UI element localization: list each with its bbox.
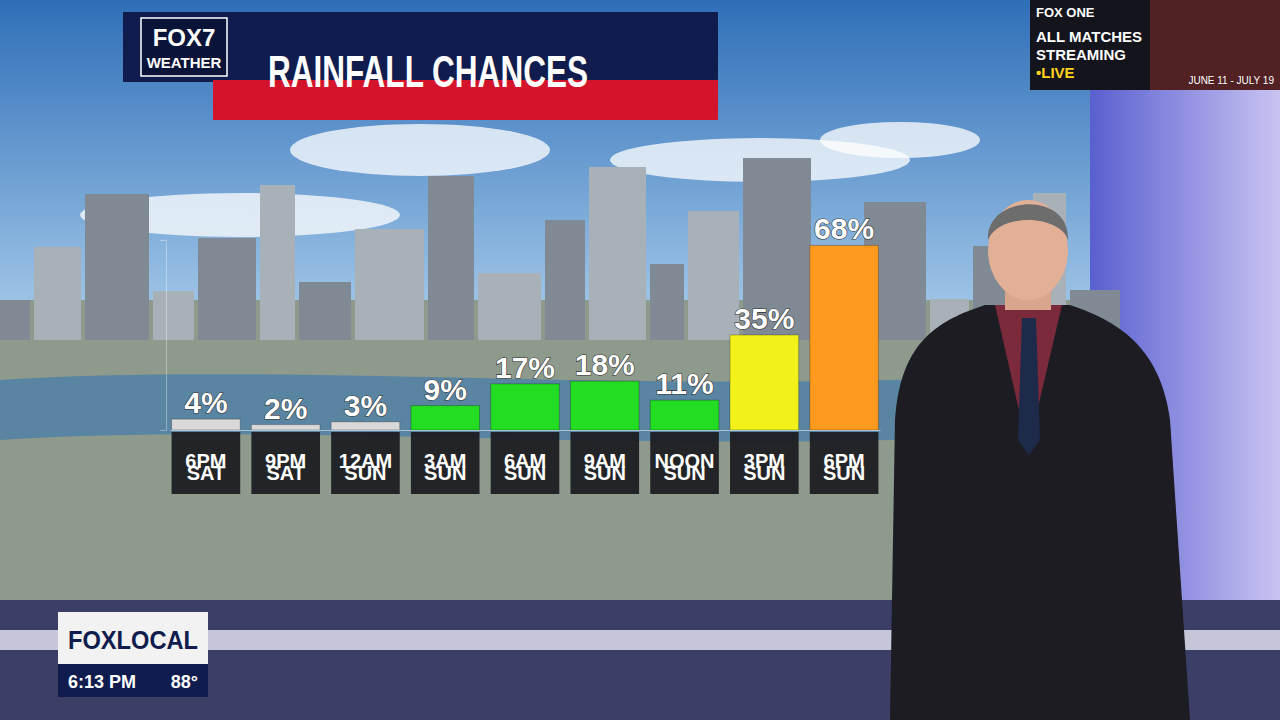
label-box — [570, 432, 639, 494]
label-box — [491, 432, 560, 494]
building — [198, 238, 256, 340]
x-tick-label: 9PMSAT — [265, 450, 306, 484]
x-axis: 6PMSAT 9PMSAT 12AMSUN 3AMSUN 6AMSUN 9AMSUN NOO… — [171, 430, 881, 484]
label-box — [251, 432, 320, 494]
x-tick: 6AMSUN — [504, 430, 546, 484]
promo-brand: FOX ONE — [1036, 5, 1095, 20]
logo-top: FOX7 — [153, 24, 216, 51]
x-tick-label: 6PMSUN — [823, 450, 865, 484]
x-tick-label: NOONSUN — [655, 450, 715, 484]
promo-line2: STREAMING — [1036, 46, 1126, 63]
bar — [730, 335, 799, 430]
x-tick-label: 9AMSUN — [584, 450, 626, 484]
building — [428, 176, 474, 340]
x-tick-label: 6PMSAT — [185, 450, 226, 484]
promo-dates: JUNE 11 - JULY 19 — [1188, 75, 1274, 86]
x-axis-line — [171, 430, 881, 431]
bar — [411, 406, 480, 430]
data-label: 35% — [734, 302, 794, 335]
building — [0, 300, 30, 340]
y-axis — [160, 241, 167, 431]
promo-line1: ALL MATCHES — [1036, 28, 1142, 45]
bug-temperature: 88° — [171, 672, 198, 692]
bug-time: 6:13 PM — [68, 672, 136, 692]
presenter-suit — [890, 305, 1190, 720]
label-boxes — [172, 432, 879, 494]
promo-image — [1150, 0, 1280, 90]
x-tick: NOONSUN — [655, 430, 715, 484]
presenter-tie — [1018, 318, 1040, 455]
building — [260, 185, 295, 340]
x-tick-label: 3AMSUN — [424, 450, 466, 484]
presenter-hair — [988, 204, 1068, 240]
x-tick: 6PMSUN — [823, 430, 865, 484]
x-tick-label: 6AMSUN — [504, 450, 546, 484]
data-label: 18% — [575, 348, 635, 381]
label-box — [650, 432, 719, 494]
data-label: 3% — [344, 389, 387, 422]
promo-box — [1030, 0, 1280, 90]
logo-box — [141, 18, 227, 76]
x-tick: 9PMSAT — [265, 430, 306, 484]
x-tick: 3AMSUN — [424, 430, 466, 484]
label-box — [810, 432, 879, 494]
building — [650, 264, 684, 340]
label-box — [172, 432, 241, 494]
building — [355, 229, 424, 340]
building — [34, 247, 81, 340]
bug-bottom — [58, 664, 208, 697]
cloud — [820, 122, 980, 158]
label-box — [331, 432, 400, 494]
bug-network: FOXLOCAL — [68, 625, 198, 655]
chart-title: RAINFALL CHANCES — [268, 47, 588, 96]
label-box — [411, 432, 480, 494]
bar — [172, 419, 241, 430]
data-labels: 4% 2% 3% 9% 17% 18% 11% 35% 68% — [184, 212, 874, 424]
bar — [570, 381, 639, 430]
bug-top — [58, 612, 208, 664]
canvas: 6PMSAT 9PMSAT 12AMSUN 3AMSUN 6AMSUN 9AMSUN NOO… — [0, 0, 1280, 720]
x-tick: 12AMSUN — [339, 430, 392, 484]
data-label: 2% — [264, 392, 307, 425]
y-axis-line — [160, 241, 167, 431]
data-label: 68% — [814, 212, 874, 245]
logo-bottom: WEATHER — [147, 54, 222, 71]
presenter-head — [988, 200, 1068, 300]
x-tick: 3PMSUN — [743, 430, 785, 484]
promo-live: •LIVE — [1036, 64, 1075, 81]
label-box — [730, 432, 799, 494]
data-label: 4% — [184, 386, 227, 419]
x-tick: 9AMSUN — [584, 430, 626, 484]
bars — [172, 245, 879, 430]
x-tick-label: 12AMSUN — [339, 450, 392, 484]
bar — [251, 425, 320, 430]
x-tick: 6PMSAT — [185, 430, 226, 484]
bar — [810, 245, 879, 430]
data-label: 11% — [655, 367, 713, 400]
data-label: 17% — [495, 351, 555, 384]
building — [688, 211, 739, 340]
building — [545, 220, 585, 340]
x-tick-label: 3PMSUN — [743, 450, 785, 484]
building — [589, 167, 646, 340]
building — [299, 282, 351, 340]
bar — [491, 384, 560, 430]
cloud — [290, 124, 550, 176]
building — [478, 273, 541, 340]
building — [153, 291, 194, 340]
bar — [331, 422, 400, 430]
building — [85, 194, 149, 340]
bar — [650, 400, 719, 430]
data-label: 9% — [424, 373, 467, 406]
